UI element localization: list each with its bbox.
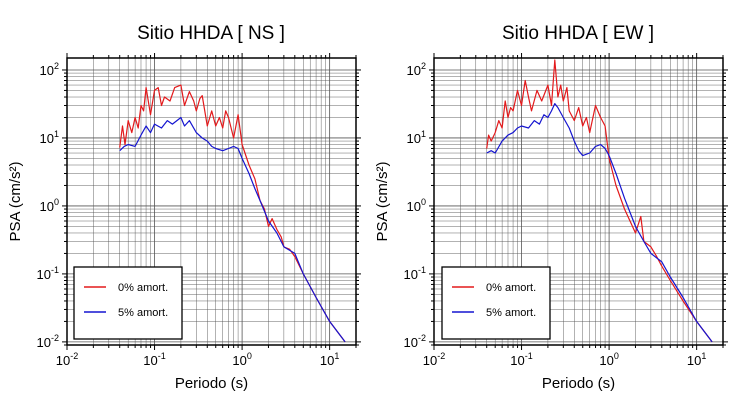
chart-panel-ew: 10-2 10-1 100 101 10-2 10-1 100 101 102 Sitio HHD…: [374, 23, 728, 392]
legend: 0% amort. 5% amort.: [441, 266, 551, 340]
x-tick-label: 10-1: [510, 351, 532, 368]
y-tick-label: 102: [407, 61, 426, 78]
x-tick-label: 10-1: [143, 351, 165, 368]
legend-box: [441, 266, 551, 340]
grid: [433, 58, 724, 346]
series-line-amort-0: [486, 59, 713, 343]
series-line-amort-5: [486, 102, 713, 343]
tick-marks: [429, 53, 728, 350]
x-tick-label: 10-2: [56, 351, 78, 368]
x-axis-label: Periodo (s): [175, 375, 248, 392]
legend-box: [73, 266, 183, 340]
legend-label: 5% amort.: [486, 307, 536, 319]
y-tick-label: 102: [40, 61, 59, 78]
legend-label: 5% amort.: [118, 307, 168, 319]
x-tick-label: 101: [320, 351, 339, 368]
y-tick-label: 101: [407, 129, 426, 146]
series-line-amort-5: [119, 116, 346, 343]
plot-frame: [433, 57, 724, 346]
y-tick-label: 10-2: [37, 333, 59, 350]
y-tick-label: 100: [40, 197, 59, 214]
tick-marks: [62, 53, 361, 350]
chart-title: Sitio HHDA [ NS ]: [137, 23, 285, 44]
legend-label: 0% amort.: [118, 282, 168, 294]
grid: [66, 58, 357, 346]
y-tick-label: 101: [40, 129, 59, 146]
y-axis-label: PSA (cm/s²): [7, 161, 24, 241]
series-line-amort-0: [119, 84, 346, 343]
y-tick-label: 10-1: [404, 265, 426, 282]
y-tick-label: 100: [407, 197, 426, 214]
x-tick-label: 101: [687, 351, 706, 368]
y-tick-label: 10-1: [37, 265, 59, 282]
chart-title: Sitio HHDA [ EW ]: [502, 23, 654, 44]
x-tick-label: 100: [599, 351, 618, 368]
x-tick-label: 100: [232, 351, 251, 368]
x-tick-label: 10-2: [423, 351, 445, 368]
chart-panel-ns: 10-2 10-1 100 101 10-2 10-1 100 101 102 Sitio HHD…: [7, 23, 361, 392]
y-axis-label: PSA (cm/s²): [374, 161, 391, 241]
legend: 0% amort. 5% amort.: [73, 266, 183, 340]
legend-label: 0% amort.: [486, 282, 536, 294]
x-axis-label: Periodo (s): [542, 375, 615, 392]
y-tick-label: 10-2: [404, 333, 426, 350]
plot-frame: [66, 57, 357, 346]
